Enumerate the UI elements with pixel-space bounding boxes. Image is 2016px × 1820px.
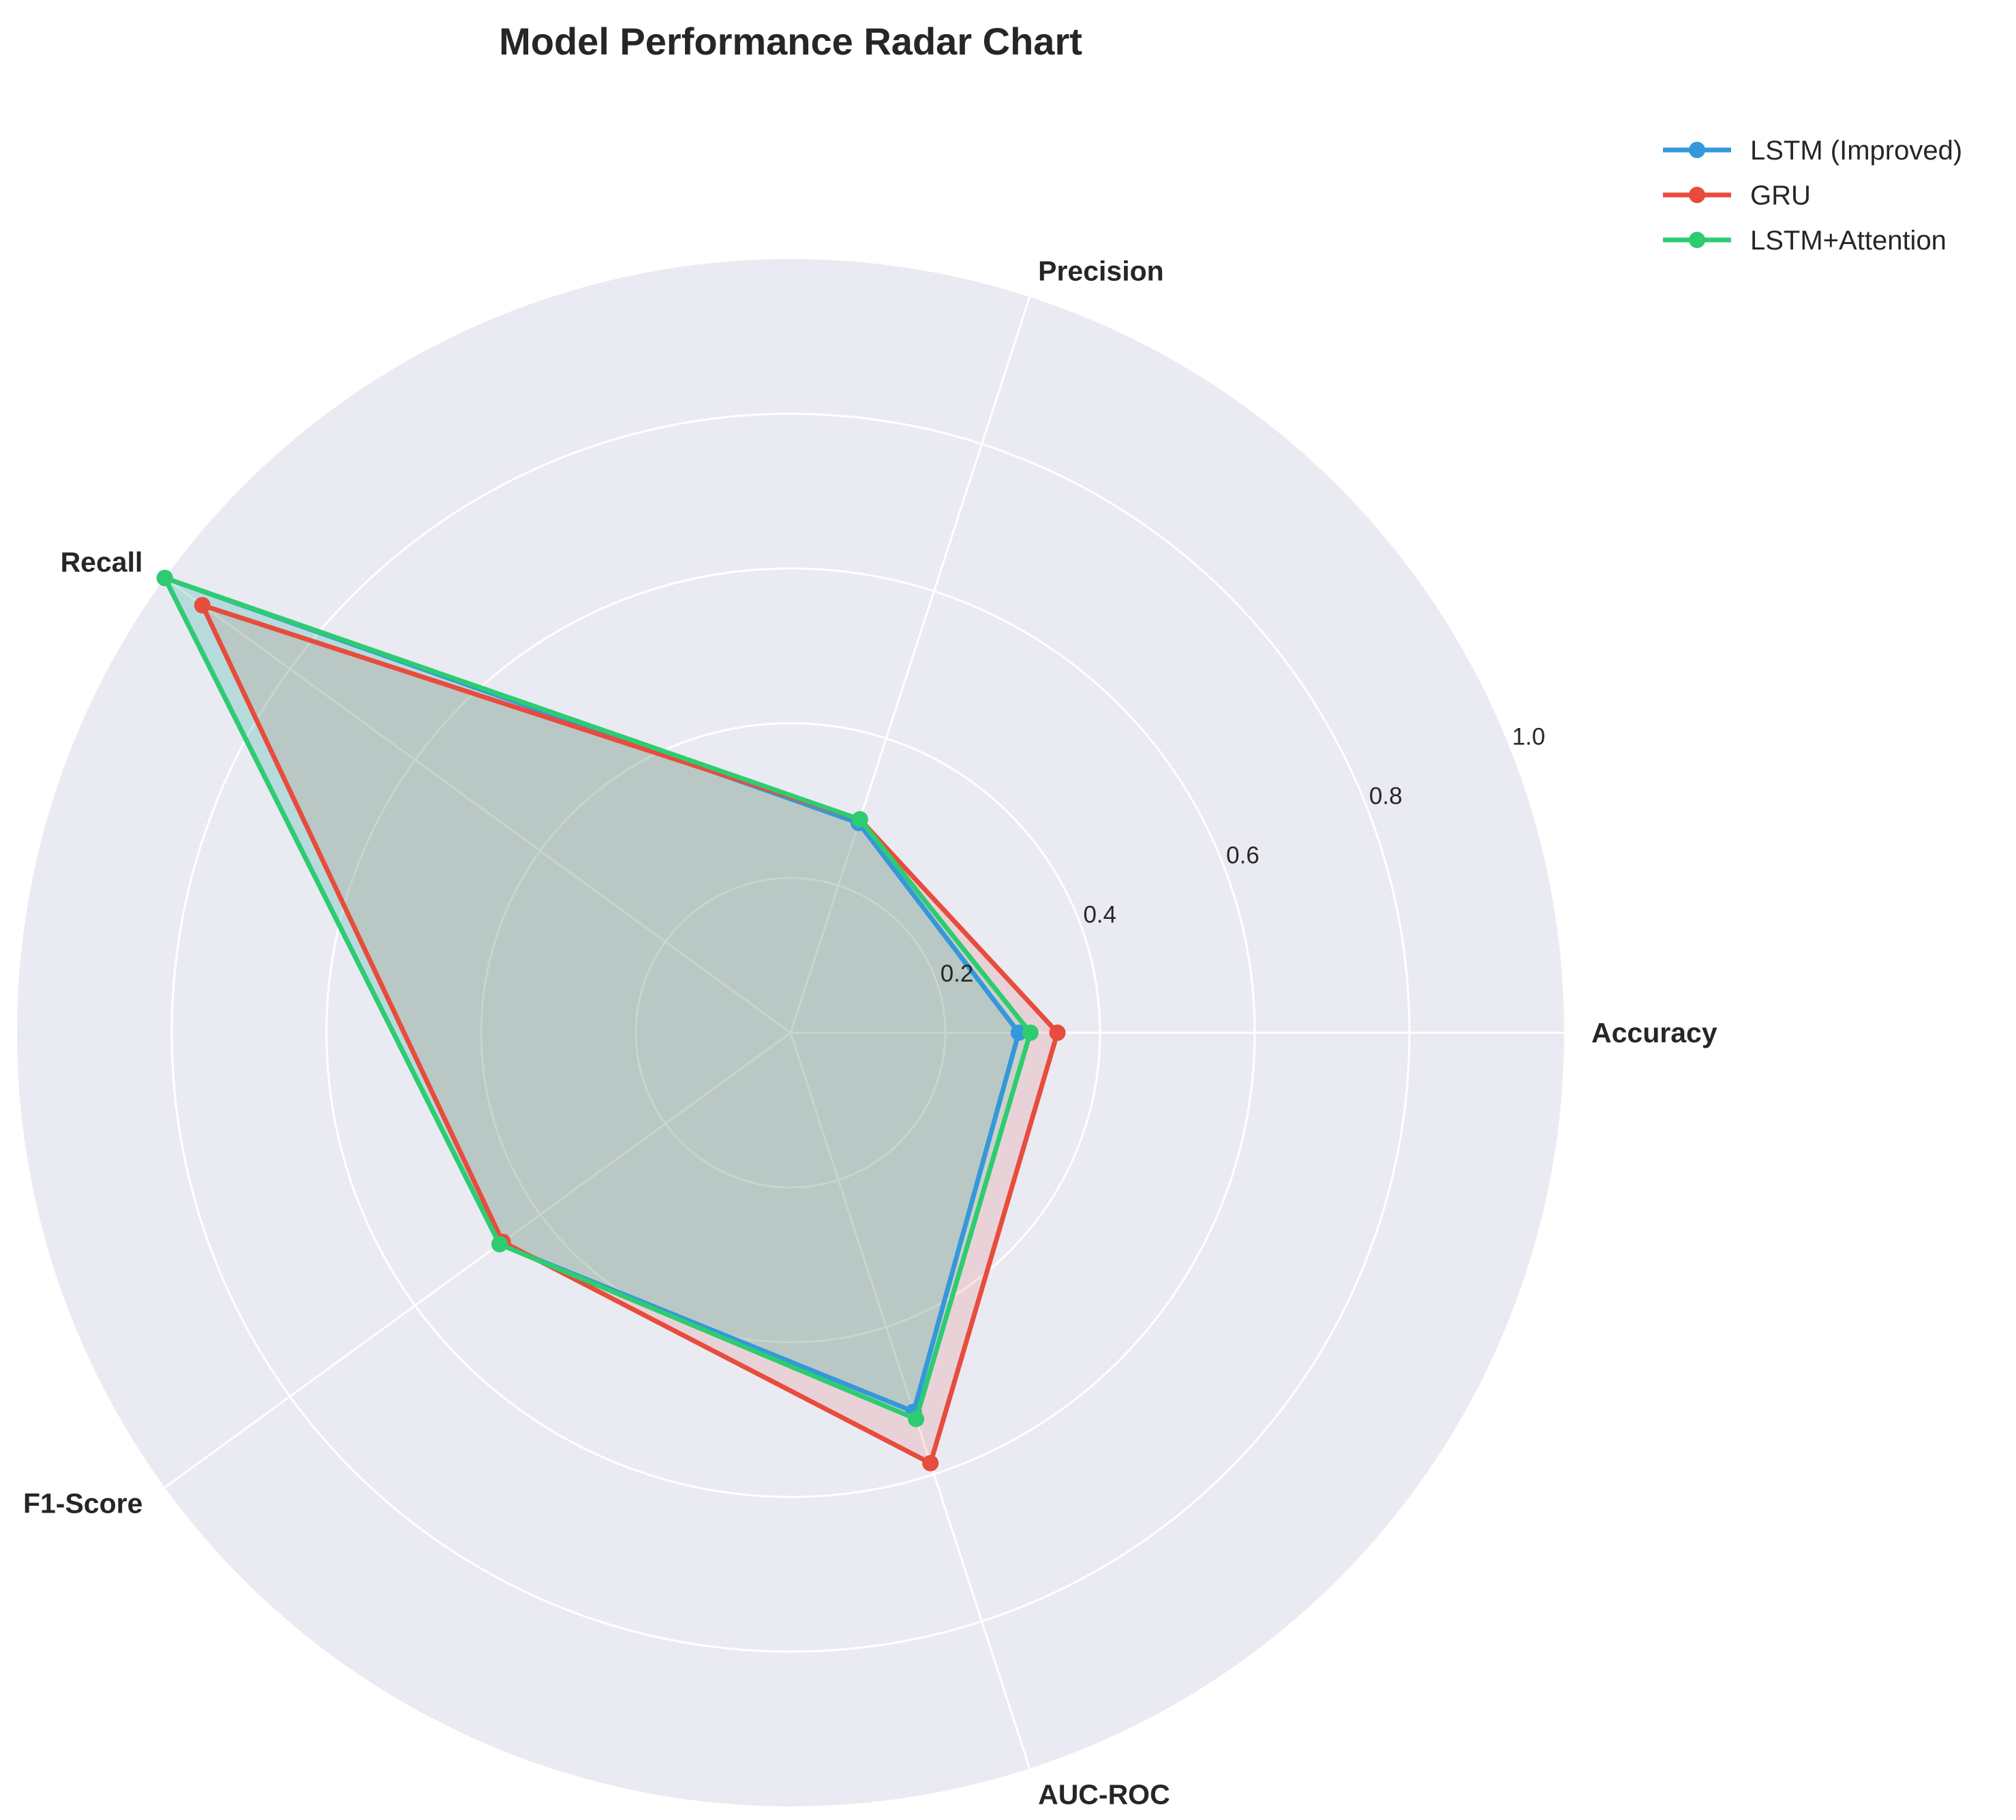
series-2-point-3 [491, 1236, 508, 1253]
series-line-1 [200, 603, 1060, 1466]
axis-label-3: F1-Score [23, 1488, 142, 1519]
axis-labels: Accuracy Precision Recall F1-Score AUC-ROC [23, 256, 1717, 1810]
axis-label-2: Recall [61, 546, 143, 577]
legend-marker-0 [1689, 142, 1705, 158]
series-0-point-0 [1010, 1025, 1027, 1041]
series-1-point-0 [1049, 1025, 1066, 1041]
radial-tick-label-2: 0.6 [1226, 842, 1259, 868]
legend-label-0: LSTM (Improved) [1750, 136, 1962, 166]
polar-grid [164, 297, 1564, 1769]
series-2-point-0 [1022, 1025, 1039, 1041]
axis-label-1: Precision [1038, 256, 1164, 287]
radial-tick-label-0: 0.2 [941, 960, 974, 987]
legend-label-2: LSTM+Attention [1750, 226, 1946, 256]
legend-label-1: GRU [1750, 181, 1811, 211]
series-fill-2 [164, 577, 1030, 1419]
series-2-point-2 [156, 569, 173, 586]
series-line-2 [162, 575, 1033, 1422]
legend-marker-2 [1689, 232, 1705, 248]
axis-label-4: AUC-ROC [1038, 1778, 1170, 1810]
radial-tick-labels: 0.2 0.4 0.6 0.8 1.0 [941, 724, 1546, 987]
series-1-point-2 [194, 596, 211, 613]
radial-tick-label-3: 0.8 [1369, 783, 1403, 810]
grid-spoke-3 [164, 1031, 791, 1489]
grid-spoke-1 [789, 297, 1031, 1033]
series-layer [156, 569, 1066, 1472]
series-2-point-4 [908, 1410, 925, 1427]
chart-title: Model Performance Radar Chart [499, 20, 1082, 63]
grid-spoke-2 [164, 577, 791, 1034]
series-2-point-1 [851, 810, 868, 828]
radial-tick-label-4: 1.0 [1512, 724, 1546, 750]
axis-label-0: Accuracy [1591, 1017, 1717, 1048]
series-fill-0 [164, 577, 1019, 1412]
series-1-point-4 [922, 1455, 939, 1472]
radial-tick-label-1: 0.4 [1083, 901, 1116, 928]
grid-spoke-4 [789, 1032, 1031, 1769]
legend-marker-1 [1689, 187, 1705, 203]
legend: LSTM (Improved) GRU LSTM+Attention [1663, 136, 1962, 256]
